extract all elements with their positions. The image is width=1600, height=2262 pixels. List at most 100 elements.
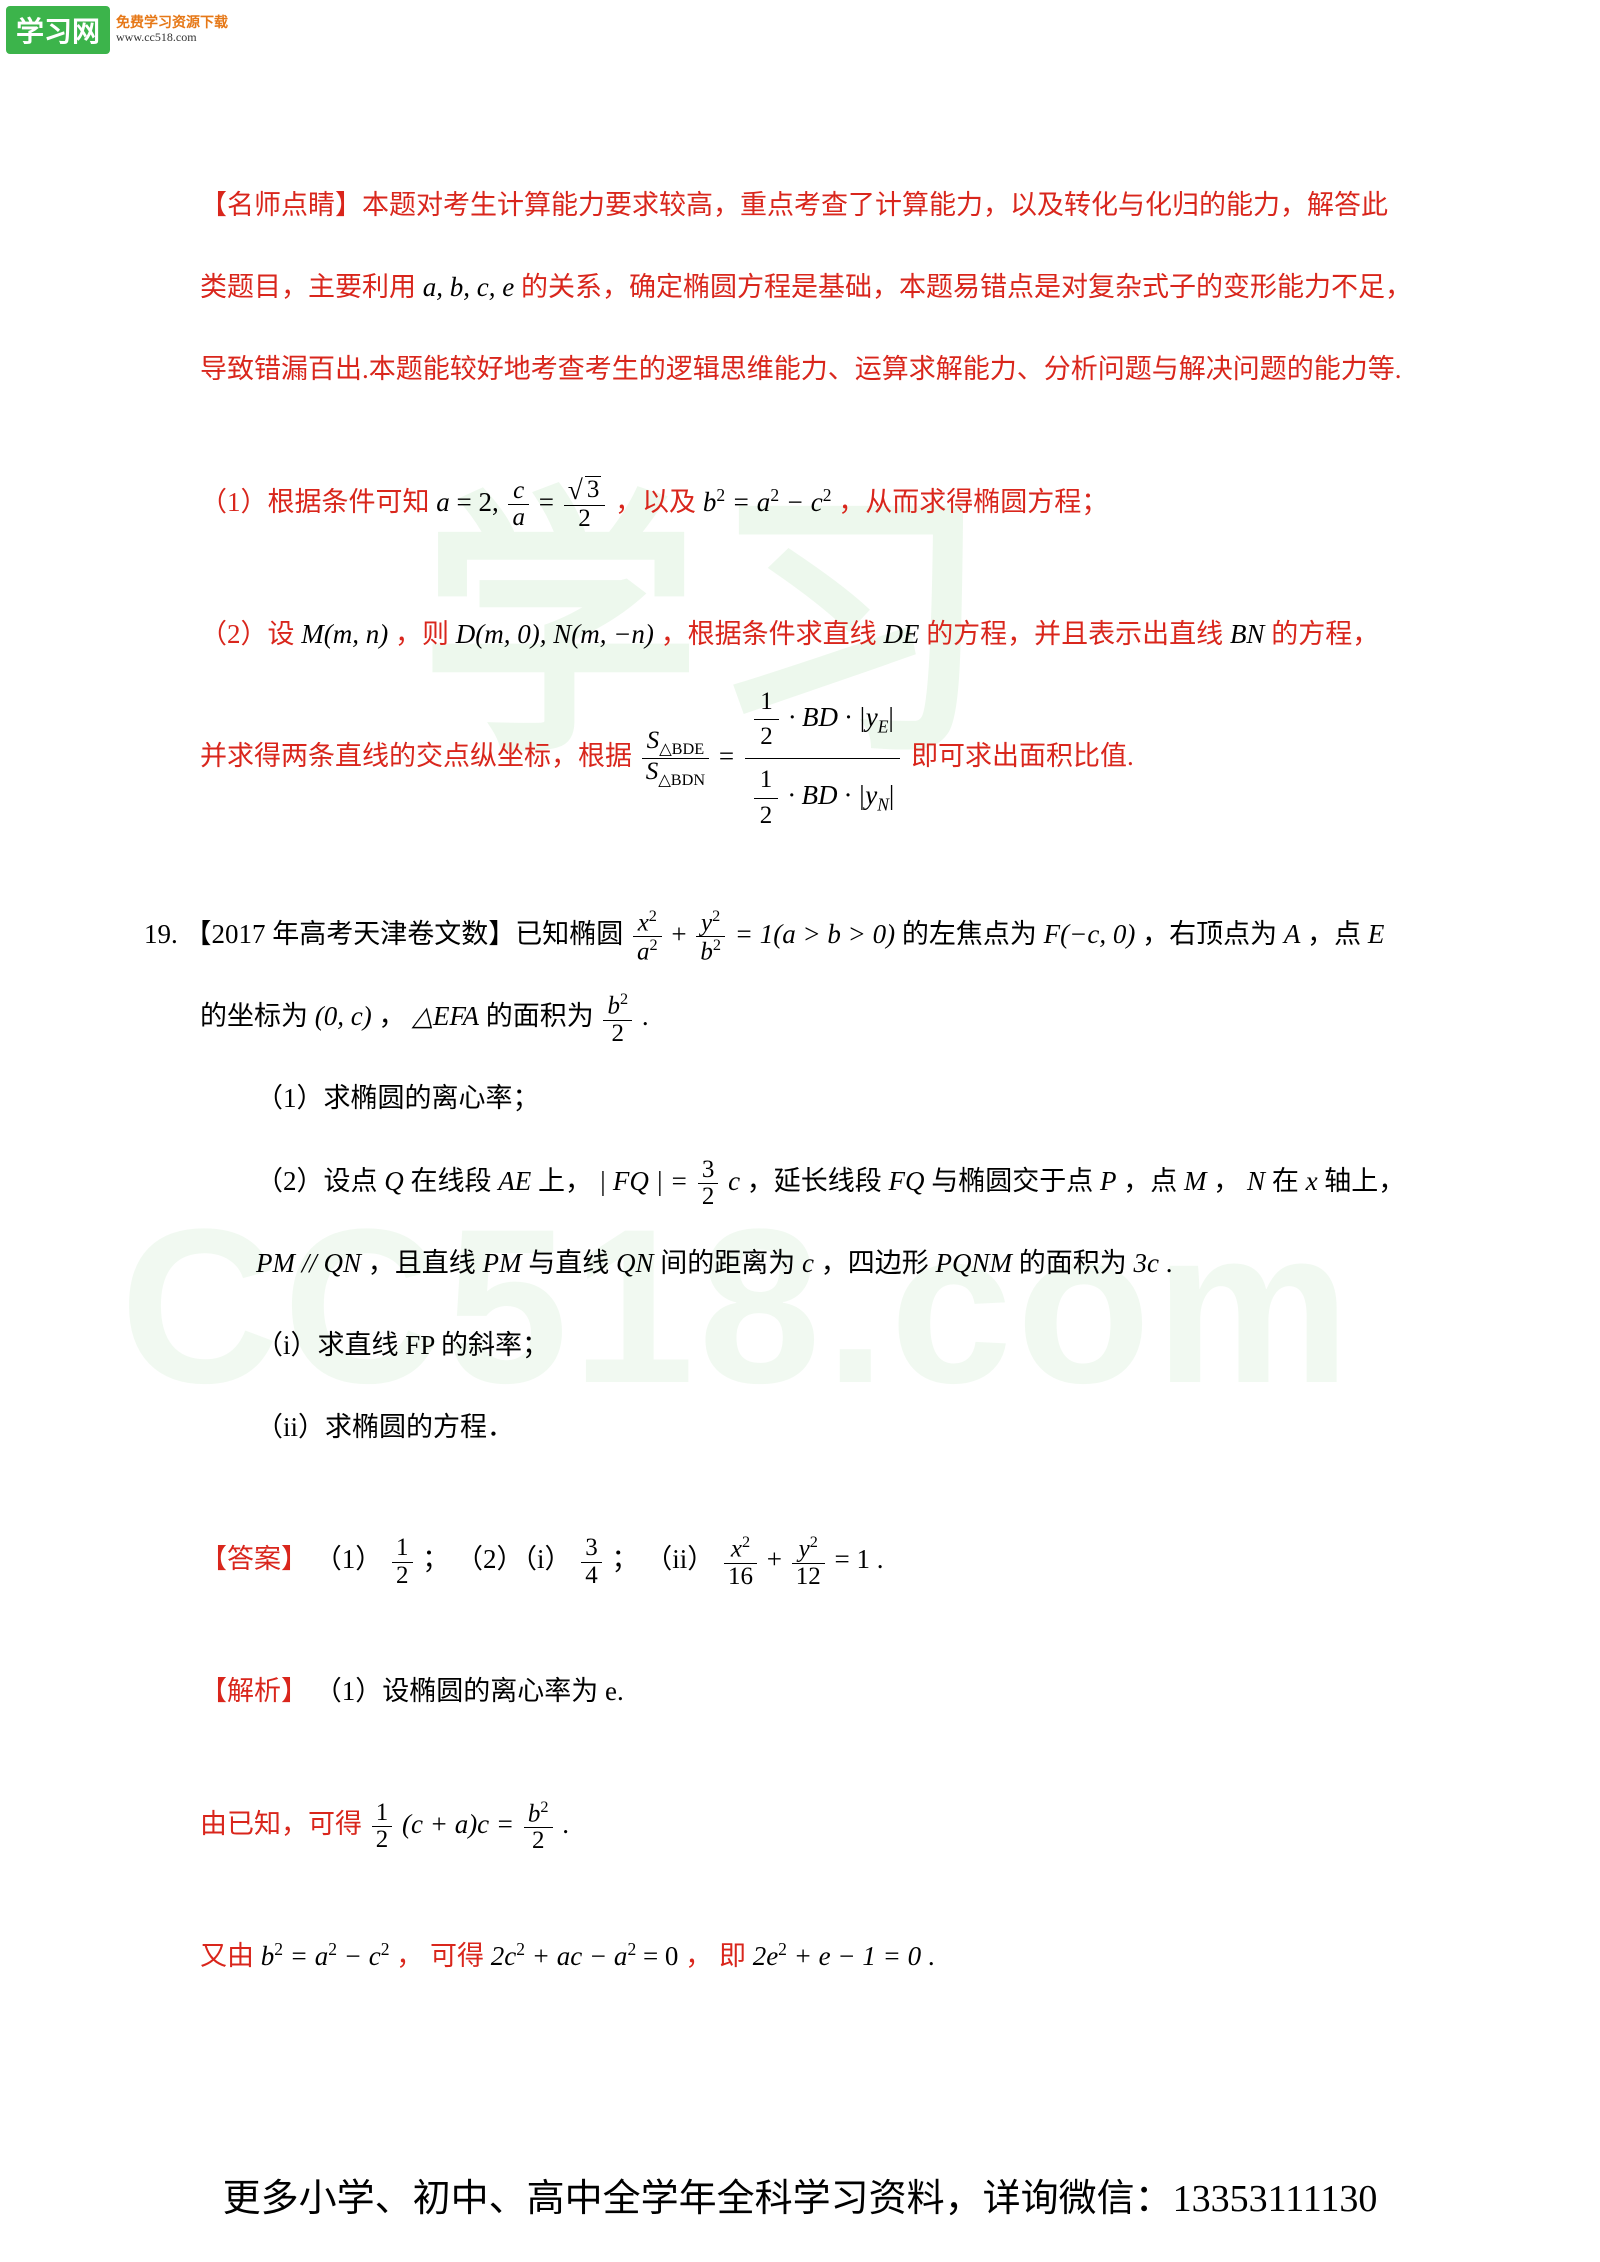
source: 【2017 年高考天津卷文数】 <box>185 919 516 949</box>
frac-b2-2: b22 <box>524 1799 553 1855</box>
page-content: 【名师点睛】本题对考生计算能力要求较高，重点考查了计算能力，以及转化与化归的能力… <box>200 170 1450 2003</box>
E: E <box>1368 919 1385 949</box>
c: c <box>728 1166 740 1196</box>
logo-main: 学习网 <box>6 6 110 54</box>
PQNM: PQNM <box>935 1248 1012 1278</box>
plus-ac-a2: + ac − a <box>532 1941 628 1971</box>
frac-3-4: 34 <box>581 1535 602 1589</box>
problem-19-q2a: （2）设点 Q 在线段 AE 上， | FQ | = 32 c ，延长线段 FQ… <box>200 1146 1450 1216</box>
area-3c: 3c <box>1133 1248 1158 1278</box>
answer-label: 【答案】 <box>200 1544 308 1574</box>
mid3: ，点 <box>1307 919 1368 949</box>
frac-S-ratio: S△BDE S△BDN <box>642 728 709 789</box>
text: 本题对考生计算能力要求较高，重点考查了计算能力，以及转化与化归的能力，解答此 <box>362 190 1388 220</box>
vars-abce: a, b, c, e <box>423 272 514 302</box>
frac-c-over-a: ca <box>508 478 529 532</box>
frac-1-2: 12 <box>392 1535 413 1589</box>
analysis-line3: 又由 b2 = a2 − c2 ， 可得 2c2 + ac − a2 = 0 ，… <box>200 1921 1450 1991</box>
frac-3-over-2: 32 <box>698 1157 719 1211</box>
mid5: 的面积为 <box>486 1001 601 1031</box>
problem-19-q1: （1）求椭圆的离心率； <box>200 1063 1450 1133</box>
a2i-pre: （2）（i） <box>456 1544 572 1574</box>
M: M <box>1184 1166 1207 1196</box>
mid8: 轴上， <box>1324 1166 1405 1196</box>
P: P <box>1100 1166 1117 1196</box>
Q: Q <box>384 1166 404 1196</box>
eq1: = 1 . <box>835 1544 884 1574</box>
BN: BN <box>1230 619 1265 649</box>
F-coord: F(−c, 0) <box>1044 919 1136 949</box>
eq-cond: = 1(a > b > 0) <box>735 919 902 949</box>
mid1: ，且直线 <box>368 1248 483 1278</box>
frac-y2-b2: y2b2 <box>696 908 725 966</box>
x-axis: x <box>1306 1166 1318 1196</box>
mid1: 在线段 <box>411 1166 499 1196</box>
plus-e-1: + e − 1 = 0 <box>794 1941 921 1971</box>
pre: 又由 <box>200 1941 261 1971</box>
frac-half: 12 <box>372 1800 393 1854</box>
comma: ， <box>396 1941 423 1971</box>
eq-a: a <box>436 487 450 517</box>
pre: 并求得两条直线的交点纵坐标，根据 <box>200 741 639 771</box>
c-dist: c <box>802 1248 814 1278</box>
minus-c2: − c <box>786 487 823 517</box>
frac-x2-16: x216 <box>724 1534 757 1590</box>
c-plus-a-c: (c + a)c = <box>402 1809 521 1839</box>
plus: + <box>767 1544 789 1574</box>
comma2: ， <box>685 1941 712 1971</box>
AE: AE <box>498 1166 531 1196</box>
PM-QN: PM // QN <box>256 1248 361 1278</box>
eq-a2: = a <box>290 1941 328 1971</box>
mid4: 与椭圆交于点 <box>931 1166 1100 1196</box>
mid2: ，右顶点为 <box>1142 919 1284 949</box>
text-end: ，从而求得椭圆方程； <box>838 487 1108 517</box>
logo-sub-top: 免费学习资源下载 <box>116 16 228 31</box>
problem-19-line2: 的坐标为 (0, c) ， △EFA 的面积为 b22 . <box>200 981 1450 1051</box>
DN-coord: D(m, 0), N(m, −n) <box>456 619 654 649</box>
plus: + <box>671 919 693 949</box>
tri-EFA: △EFA <box>412 1001 479 1031</box>
PM: PM <box>483 1248 522 1278</box>
frac-sqrt3-over-2: √32 <box>564 476 606 532</box>
eq-2: = 2, <box>450 487 506 517</box>
2e2: 2e <box>753 1941 778 1971</box>
text: （1）设椭圆的离心率为 e. <box>315 1676 624 1706</box>
post: 即可求出面积比值. <box>911 741 1134 771</box>
b: b <box>261 1941 275 1971</box>
pre: （2）设点 <box>256 1166 384 1196</box>
mid6: ， <box>1213 1166 1240 1196</box>
mid3: 的方程，并且表示出直线 <box>926 619 1230 649</box>
mid2: 与直线 <box>528 1248 616 1278</box>
text: 的关系，确定椭圆方程是基础，本题易错点是对复杂式子的变形能力不足， <box>514 272 1412 302</box>
pre: 已知椭圆 <box>515 919 630 949</box>
a1-pre: （1） <box>315 1544 383 1574</box>
commentary-step-1: （1）根据条件可知 a = 2, ca = √32 ，以及 b2 = a2 − … <box>200 467 1450 537</box>
frac-b2-over-2: b22 <box>603 991 632 1047</box>
mid4: 的方程， <box>1271 619 1379 649</box>
mid3: 间的距离为 <box>660 1248 802 1278</box>
mid4: ，四边形 <box>821 1248 936 1278</box>
minus-c2: − c <box>344 1941 381 1971</box>
2c2: 2c <box>491 1941 516 1971</box>
answer-line: 【答案】 （1） 12 ； （2）（i） 34 ； （ii） x216 + y2… <box>200 1524 1450 1594</box>
M-coord: M(m, n) <box>301 619 388 649</box>
label-mingshi: 【名师点睛】 <box>200 190 362 220</box>
commentary-step-2b: 并求得两条直线的交点纵坐标，根据 S△BDE S△BDN = 12 · BD ·… <box>200 681 1450 837</box>
mid5: 的面积为 <box>1019 1248 1134 1278</box>
DE: DE <box>883 619 919 649</box>
A: A <box>1284 919 1301 949</box>
problem-19-line1: 19. 【2017 年高考天津卷文数】已知椭圆 x2a2 + y2b2 = 1(… <box>144 899 1450 969</box>
logo-subtitle: 免费学习资源下载 www.cc518.com <box>116 16 228 45</box>
commentary-para-2: 类题目，主要利用 a, b, c, e 的关系，确定椭圆方程是基础，本题易错点是… <box>200 252 1450 322</box>
a2i-semi: ； <box>612 1544 639 1574</box>
a2ii-pre: （ii） <box>645 1544 714 1574</box>
page-footer: 更多小学、初中、高中全学年全科学习资料，详询微信：13353111130 <box>0 2167 1600 2222</box>
text: 类题目，主要利用 <box>200 272 423 302</box>
problem-19-q2b: PM // QN ，且直线 PM 与直线 QN 间的距离为 c ，四边形 PQN… <box>200 1228 1450 1298</box>
b: b <box>703 487 717 517</box>
mid1: ，则 <box>395 619 456 649</box>
analysis-line2: 由已知，可得 12 (c + a)c = b22 . <box>200 1789 1450 1859</box>
commentary-step-2a: （2）设 M(m, n) ，则 D(m, 0), N(m, −n) ，根据条件求… <box>200 599 1450 669</box>
frac-x2-a2: x2a2 <box>633 908 662 966</box>
analysis-label: 【解析】 <box>200 1676 308 1706</box>
